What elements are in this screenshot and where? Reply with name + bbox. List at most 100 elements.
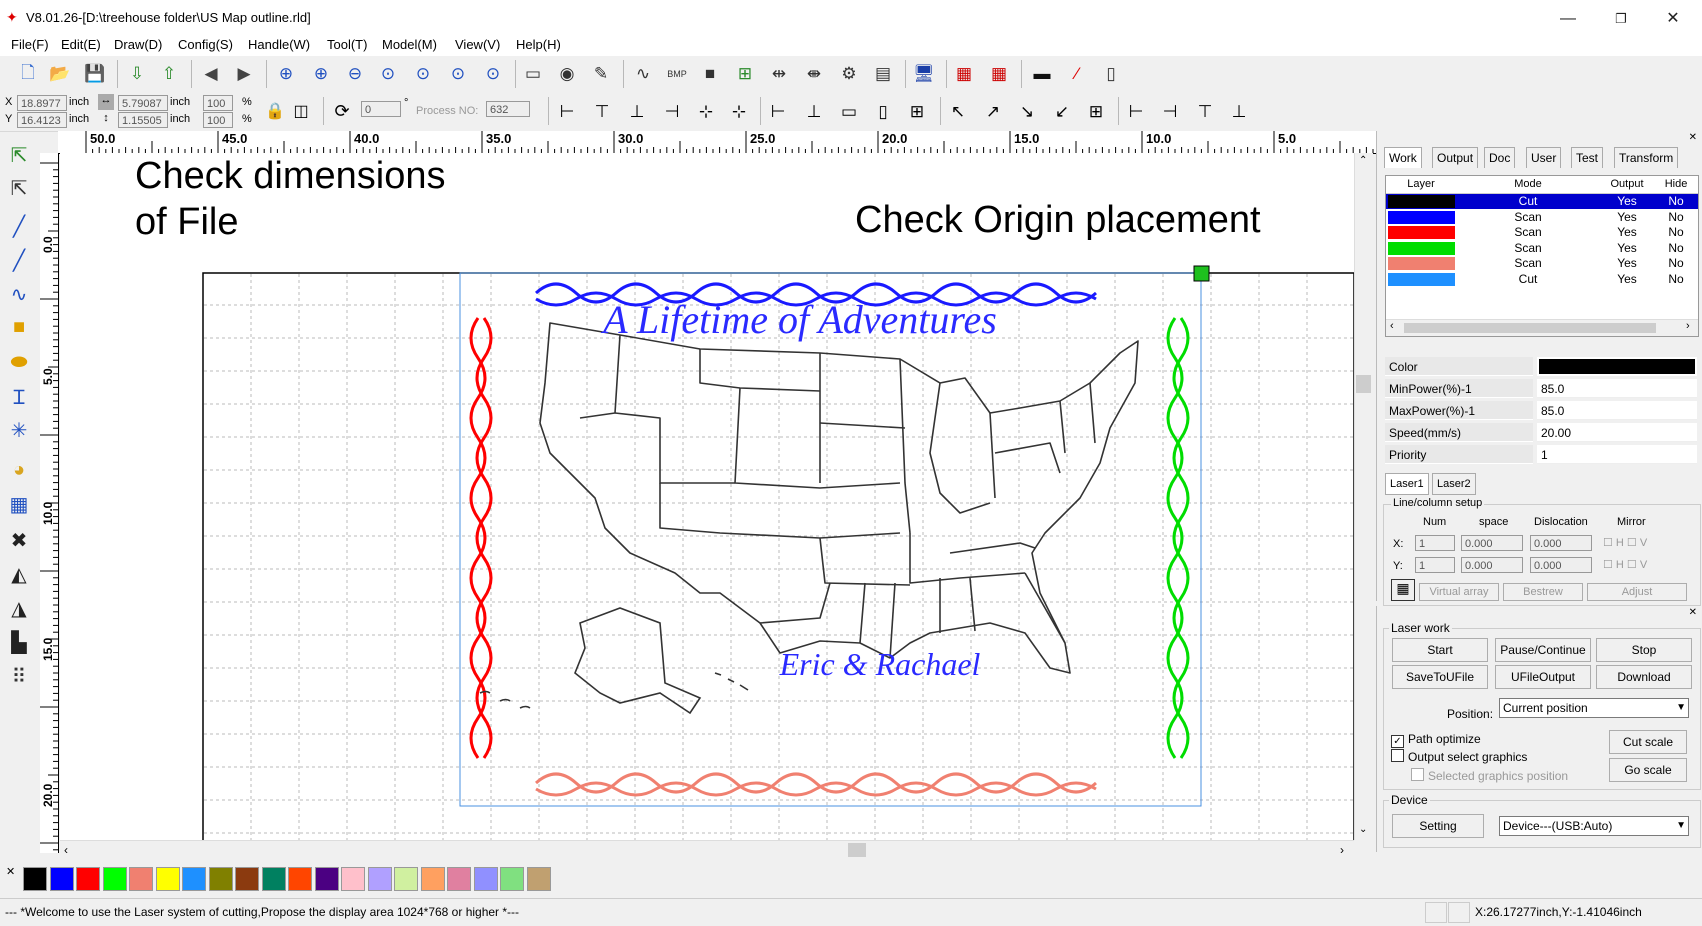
dots-grid-icon[interactable]: ⠿: [11, 665, 27, 688]
palette-swatch[interactable]: [367, 867, 392, 891]
center-page-icon[interactable]: ⊞: [909, 102, 925, 121]
tab-test[interactable]: Test: [1571, 147, 1604, 168]
prop-value[interactable]: 85.0: [1537, 401, 1697, 420]
palette-swatch[interactable]: [76, 867, 100, 891]
gear-icon[interactable]: ⚙: [841, 64, 857, 83]
page-icon[interactable]: ▙: [11, 631, 27, 654]
virtual-array-button[interactable]: Virtual array: [1419, 583, 1499, 601]
bestrew-button[interactable]: Bestrew: [1503, 583, 1583, 601]
palette-swatch[interactable]: [49, 867, 74, 891]
grid-yellow-icon[interactable]: ▦: [990, 64, 1008, 83]
undo-icon[interactable]: ◀: [204, 64, 218, 83]
prop-value[interactable]: 20.00: [1537, 423, 1697, 442]
palette-swatch[interactable]: [394, 867, 418, 891]
pos-topleft-icon[interactable]: ↖: [950, 102, 966, 121]
width-icon[interactable]: ⇹: [771, 64, 787, 83]
layer-row[interactable]: Scan Yes No: [1386, 225, 1698, 240]
y-space-input[interactable]: 0.000: [1461, 557, 1523, 573]
bitmap-icon[interactable]: BMP: [667, 69, 687, 79]
width-lock-icon[interactable]: ↔: [98, 94, 114, 110]
curve-tool-icon[interactable]: ∿: [10, 283, 28, 306]
x-disloc-input[interactable]: 0.000: [1530, 535, 1592, 551]
array-grid-icon[interactable]: ▦: [9, 493, 29, 516]
tab-doc[interactable]: Doc: [1484, 147, 1516, 168]
monitor-icon[interactable]: 🖥: [913, 64, 935, 83]
menu-model[interactable]: Model(M): [382, 37, 437, 52]
width-input[interactable]: 5.79087: [118, 95, 168, 111]
tab-laser1[interactable]: Laser1: [1385, 473, 1429, 495]
node-arrow-icon[interactable]: ⇱: [10, 177, 28, 200]
palette-swatch[interactable]: [23, 867, 47, 891]
wand-icon[interactable]: ⁄: [1075, 64, 1079, 83]
mirror-v-icon[interactable]: ◮: [11, 597, 27, 620]
layer-hscrollbar[interactable]: ‹ ›: [1386, 319, 1698, 336]
scroll-left-icon[interactable]: ‹: [64, 843, 68, 857]
prop-row[interactable]: MaxPower(%)-1 85.0: [1385, 401, 1697, 421]
start-button[interactable]: Start: [1392, 638, 1488, 662]
menu-file[interactable]: File(F): [11, 37, 49, 52]
palette-swatch[interactable]: [473, 867, 498, 891]
layer-row[interactable]: Cut Yes No: [1386, 194, 1698, 209]
prop-row[interactable]: Speed(mm/s) 20.00: [1385, 423, 1697, 443]
zoom-select-icon[interactable]: ⊕: [278, 64, 294, 83]
palette-swatch[interactable]: [182, 867, 206, 891]
save-icon[interactable]: 💾: [84, 64, 106, 83]
go-scale-button[interactable]: Go scale: [1609, 758, 1687, 782]
point-icon[interactable]: ✳: [10, 419, 28, 442]
same-size-v-icon[interactable]: ▯: [878, 102, 888, 121]
palette-swatch[interactable]: [155, 867, 180, 891]
palette-close-icon[interactable]: ✕: [6, 866, 16, 878]
palette-swatch[interactable]: [500, 867, 524, 891]
zoom-fit-icon[interactable]: ⊙: [450, 64, 466, 83]
line-icon[interactable]: ╱: [12, 215, 26, 238]
x-num-input[interactable]: 1: [1415, 535, 1455, 551]
import-icon[interactable]: ⇩: [129, 64, 145, 83]
x-input[interactable]: 18.8977: [17, 95, 67, 111]
dist-right-icon[interactable]: ⊣: [1162, 102, 1178, 121]
tab-output[interactable]: Output: [1432, 147, 1479, 168]
x-space-input[interactable]: 0.000: [1461, 535, 1523, 551]
layer-row[interactable]: Scan Yes No: [1386, 256, 1698, 271]
array-icon[interactable]: ▦: [1391, 579, 1415, 601]
node-edit-icon[interactable]: ◉: [559, 64, 575, 83]
redo-icon[interactable]: ▶: [237, 64, 251, 83]
height-lock-icon[interactable]: ↕: [103, 112, 109, 124]
restore-button[interactable]: ❐: [1615, 11, 1627, 26]
scroll-up-icon[interactable]: ⌃: [1359, 155, 1368, 166]
palette-swatch[interactable]: [235, 867, 259, 891]
prop-color-value[interactable]: [1537, 357, 1697, 376]
angle-input[interactable]: 0: [361, 101, 401, 117]
design-canvas[interactable]: A Lifetime of Adventures Eric & Rachael …: [60, 153, 1354, 840]
origin-marker[interactable]: [1193, 265, 1210, 282]
pos-bottomright-icon[interactable]: ↘: [1019, 102, 1035, 121]
new-file-icon[interactable]: 🗋: [21, 62, 35, 82]
x-mirror-h[interactable]: ☐ H ☐ V: [1603, 537, 1648, 549]
pause-continue-button[interactable]: Pause/Continue: [1495, 638, 1591, 662]
center-icon[interactable]: ◫: [293, 103, 309, 120]
zoom-page-icon[interactable]: ⊙: [380, 64, 396, 83]
menu-draw[interactable]: Draw(D): [114, 37, 163, 52]
prop-value[interactable]: 1: [1537, 445, 1697, 464]
layer-row[interactable]: Scan Yes No: [1386, 241, 1698, 256]
text-icon[interactable]: Ɪ: [13, 386, 25, 409]
menu-edit[interactable]: Edit(E): [61, 37, 101, 52]
palette-swatch[interactable]: [420, 867, 445, 891]
minimize-button[interactable]: —: [1560, 10, 1576, 27]
selected-position-checkbox[interactable]: Selected graphics position: [1411, 768, 1568, 783]
same-height-icon[interactable]: ⊥: [806, 102, 822, 121]
height-icon[interactable]: ⇼: [806, 64, 822, 83]
palette-swatch[interactable]: [526, 867, 551, 891]
layer-row[interactable]: Cut Yes No: [1386, 272, 1698, 287]
menu-config[interactable]: Config(S): [178, 37, 233, 52]
palette-swatch[interactable]: [314, 867, 339, 891]
prop-row[interactable]: Priority 1: [1385, 445, 1697, 465]
polyline-icon[interactable]: ╱: [12, 249, 26, 272]
setting-button[interactable]: Setting: [1392, 814, 1484, 838]
ellipse-icon[interactable]: ⬬: [10, 350, 28, 373]
layer-row[interactable]: Scan Yes No: [1386, 210, 1698, 225]
rotate-icon[interactable]: ⟳: [334, 100, 350, 121]
prop-value[interactable]: 85.0: [1537, 379, 1697, 398]
rect-fill-icon[interactable]: ■: [704, 64, 716, 83]
tree-icon[interactable]: ⊞: [737, 64, 753, 83]
height-input[interactable]: 1.15505: [118, 112, 168, 128]
